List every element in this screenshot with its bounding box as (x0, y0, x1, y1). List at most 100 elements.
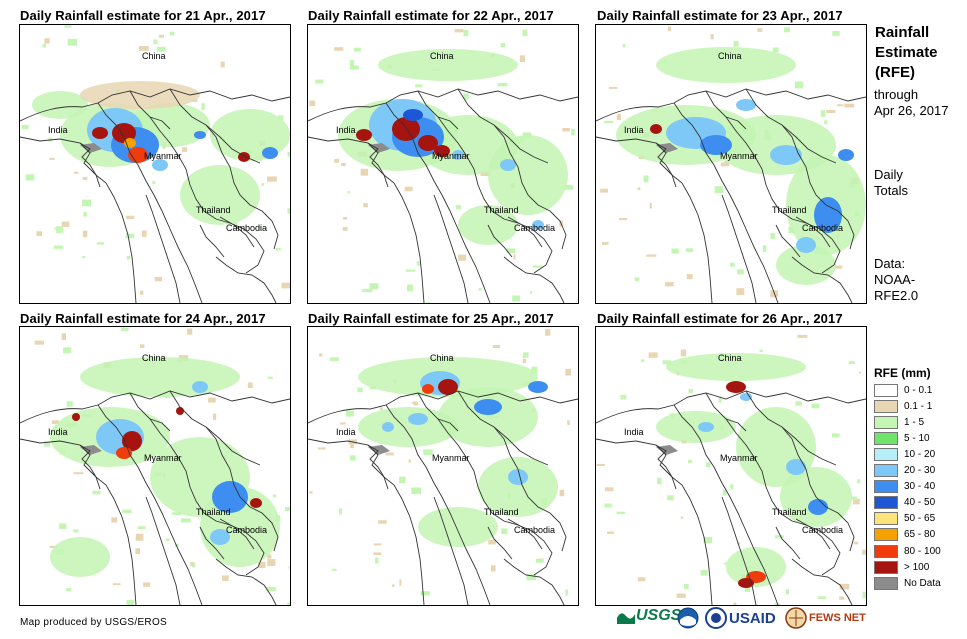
no-data-area (656, 445, 678, 455)
rain-speckle (770, 233, 776, 239)
legend-title: RFE (mm) (874, 366, 931, 380)
country-boundary (169, 88, 261, 164)
rain-speckle (522, 29, 528, 36)
legend-label: > 100 (904, 561, 930, 573)
sidebar-data-line2: NOAA- (874, 272, 916, 287)
country-boundary (775, 526, 801, 560)
rain-speckle (73, 472, 84, 475)
rain-speckle (82, 230, 88, 238)
rain-area (378, 49, 518, 81)
map-panel-4: China India Myanmar Thailand Cambodia (19, 326, 291, 606)
rain-area (698, 422, 714, 432)
rain-speckle (74, 171, 79, 174)
rain-speckle (839, 596, 845, 600)
rain-area (474, 399, 502, 415)
rain-speckle (59, 523, 67, 529)
rain-speckle (724, 161, 730, 165)
usgs-logo-text: USGS (636, 607, 682, 624)
rain-speckle (795, 401, 802, 406)
legend-swatch (874, 496, 898, 510)
usaid-seal-icon (705, 607, 727, 629)
rain-speckle (784, 27, 790, 33)
legend-label: 1 - 5 (904, 416, 925, 428)
rain-speckle (34, 340, 44, 345)
legend-swatch (874, 415, 898, 429)
country-boundary (457, 390, 549, 466)
rain-speckle (411, 487, 422, 495)
rain-speckle (657, 477, 662, 484)
rain-speckle (112, 583, 121, 586)
legend-label: 30 - 40 (904, 481, 936, 493)
rain-speckle (616, 511, 625, 515)
country-label-china: China (430, 353, 454, 363)
rain-area (716, 115, 836, 175)
rain-speckle (559, 489, 565, 497)
rain-speckle (277, 115, 284, 120)
rain-speckle (281, 282, 290, 289)
rain-speckle (785, 589, 789, 595)
rain-area (814, 197, 842, 233)
country-boundary (205, 124, 279, 250)
legend-label: 65 - 80 (904, 529, 936, 541)
rain-speckle (44, 38, 50, 44)
country-boundary (169, 390, 261, 466)
country-boundary (437, 418, 459, 432)
rain-speckle (832, 31, 840, 36)
map-panel-1: China India Myanmar Thailand Cambodia (19, 24, 291, 304)
rain-speckle (722, 489, 727, 496)
rain-speckle (140, 344, 145, 349)
rain-speckle (275, 248, 281, 251)
rain-speckle (415, 84, 423, 88)
rain-area (176, 407, 184, 415)
rain-area (726, 547, 786, 587)
country-boundary (745, 88, 837, 164)
country-boundary (795, 216, 831, 248)
country-boundary (219, 518, 255, 550)
sidebar-daily-line1: Daily (874, 167, 903, 182)
country-label-thailand: Thailand (196, 507, 231, 517)
country-boundary (145, 496, 181, 605)
rain-speckle (92, 490, 101, 495)
rain-speckle (158, 34, 164, 38)
country-boundary (20, 136, 101, 188)
rain-area (650, 124, 662, 134)
sidebar-data-line1: Data: (874, 256, 906, 271)
country-boundary (385, 102, 491, 303)
country-boundary (721, 496, 757, 605)
rain-speckle (616, 113, 621, 120)
rain-speckle (463, 93, 469, 100)
fewsnet-logo-text: FEWS NET (809, 612, 866, 624)
rain-speckle (817, 596, 827, 599)
country-label-thailand: Thailand (484, 507, 519, 517)
rain-speckle (341, 162, 346, 166)
rain-speckle (648, 352, 658, 358)
country-boundary (673, 102, 779, 303)
country-boundary (673, 404, 779, 605)
rain-speckle (120, 327, 129, 331)
rain-area (796, 237, 816, 253)
country-label-china: China (718, 353, 742, 363)
country-boundary (308, 390, 578, 424)
country-label-india: India (48, 427, 68, 437)
rain-speckle (349, 60, 355, 66)
rain-speckle (513, 254, 516, 260)
rain-speckle (82, 177, 88, 180)
country-boundary (507, 518, 543, 550)
rain-speckle (733, 602, 737, 605)
rain-speckle (737, 541, 740, 545)
legend-label: 10 - 20 (904, 448, 936, 460)
rainfall-map: China India Myanmar Thailand Cambodia (308, 29, 578, 303)
country-boundary (503, 256, 565, 303)
rain-speckle (36, 231, 42, 236)
country-boundary (477, 486, 553, 576)
map-panel-2: China India Myanmar Thailand Cambodia (307, 24, 579, 304)
rain-speckle (688, 459, 692, 463)
country-boundary (129, 392, 191, 488)
country-label-myanmar: Myanmar (144, 151, 182, 161)
rain-area (438, 387, 538, 447)
country-label-cambodia: Cambodia (514, 525, 555, 535)
rain-speckle (143, 582, 151, 587)
country-boundary (765, 184, 841, 274)
rain-speckle (492, 345, 500, 348)
legend-row: 65 - 80 (874, 528, 935, 542)
